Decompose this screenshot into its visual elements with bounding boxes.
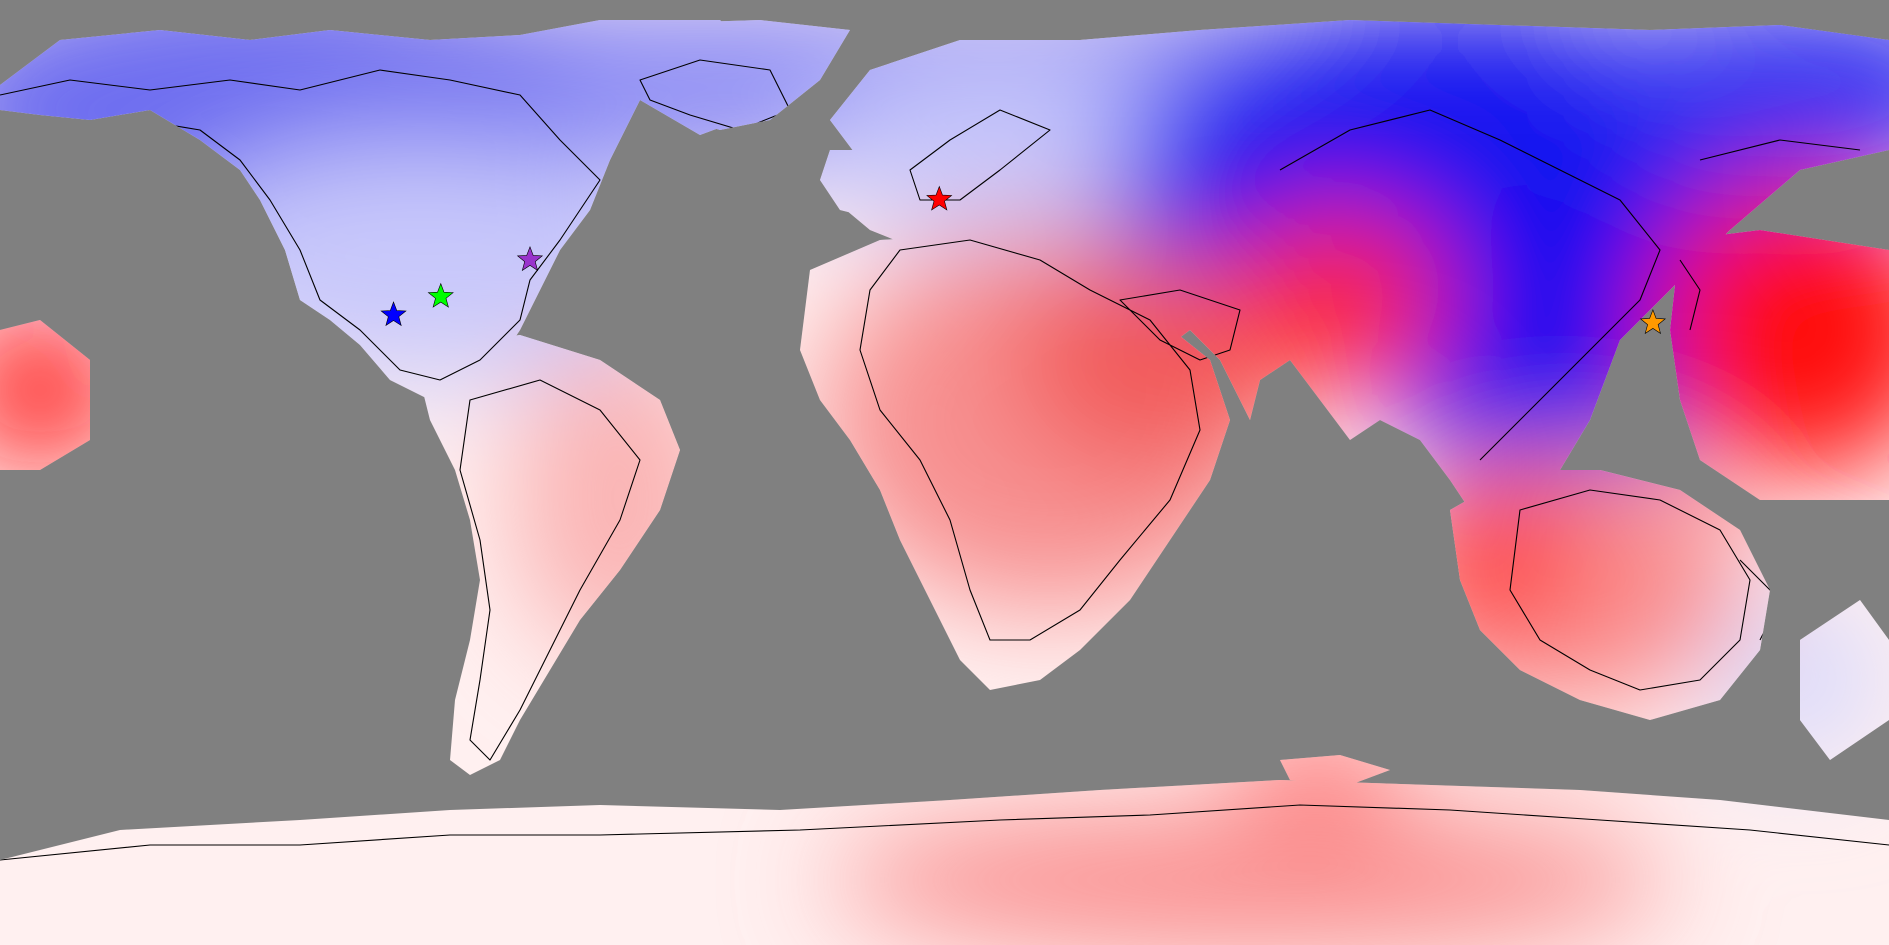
us-central-star [427,282,454,308]
us-southwest-star [380,301,407,327]
china-star [1639,309,1666,335]
uk-star [926,185,953,211]
us-northeast-star [516,246,544,272]
markers-layer [380,185,1666,335]
coastlines [0,59,1889,861]
